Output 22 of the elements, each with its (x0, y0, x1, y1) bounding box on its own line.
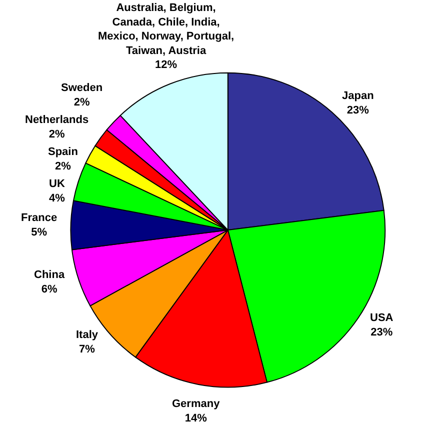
data-label: 6% (41, 283, 58, 296)
slice-label: UK (49, 178, 65, 190)
slice-label: Australia, Belgium, Canada, Chile, India, Mexico, Norway, Portugal, Taiwan, Austria (98, 2, 234, 57)
data-label: 14% (184, 412, 208, 424)
data-label: 12% (155, 59, 178, 72)
data-label: 2% (74, 96, 90, 108)
data-label: 4% (49, 192, 66, 204)
data-label: 23% (370, 326, 393, 338)
data-label: 5% (31, 226, 48, 238)
slice-label: Spain (48, 146, 78, 158)
slice-label: Sweden (61, 82, 103, 94)
data-label: 2% (48, 128, 65, 140)
data-label: 7% (79, 343, 96, 356)
data-label: 2% (55, 160, 72, 172)
slice-label: France (21, 212, 58, 224)
slice-label: China (34, 269, 66, 281)
slice-label: Japan (342, 90, 374, 102)
slice-label: USA (370, 312, 394, 324)
slice-label: Italy (76, 329, 99, 341)
data-label: 23% (346, 104, 370, 116)
slice-label: Germany (172, 398, 221, 410)
slice-label: Netherlands (25, 114, 89, 126)
